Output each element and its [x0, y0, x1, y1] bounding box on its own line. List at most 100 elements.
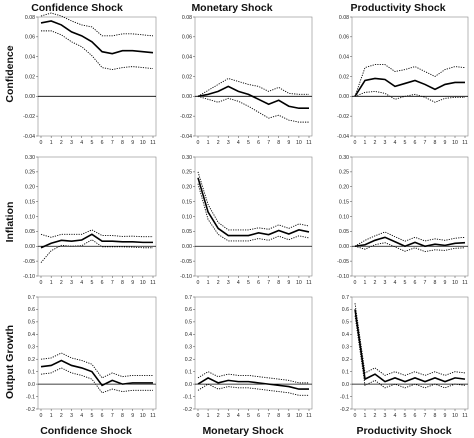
- x-tick-label: 2: [217, 413, 220, 419]
- x-tick-label: 9: [444, 140, 447, 146]
- y-tick-label: 0.6: [185, 307, 192, 313]
- y-tick-label: -0.1: [340, 394, 349, 400]
- x-tick-label: 11: [150, 280, 155, 286]
- panel-output-growth-productivity: -0.2 -0.1 0.0 0.1 0.2 0.3 0.4 0.5 0.6 0.7 0 1 2 3 4 5 6 7…: [340, 295, 469, 419]
- x-tick-label: 4: [237, 280, 240, 286]
- y-tick-label: 0.04: [182, 54, 192, 60]
- x-tick-label: 9: [287, 140, 290, 146]
- y-tick-label: 0.10: [182, 214, 192, 220]
- x-tick-label: 5: [90, 413, 93, 419]
- x-tick-label: 1: [364, 140, 367, 146]
- x-tick-label: 11: [462, 413, 467, 419]
- x-tick-label: 7: [111, 280, 114, 286]
- y-tick-label: 0.10: [25, 214, 35, 220]
- y-tick-label: 0.30: [25, 155, 35, 161]
- y-tick-label: -0.04: [180, 134, 192, 140]
- column-title-bottom-monetary: Monetary Shock: [202, 425, 283, 437]
- y-tick-label: -0.02: [180, 114, 192, 120]
- x-tick-label: 5: [247, 140, 250, 146]
- panel-confidence-productivity-lower-band: [354, 90, 465, 103]
- x-tick-label: 0: [354, 413, 357, 419]
- panel-confidence-monetary: -0.04 -0.02 0.00 0.02 0.04 0.06 0.08 0 1 2 3 4 5 6 7 8 9…: [180, 15, 313, 146]
- x-tick-label: 2: [374, 140, 377, 146]
- y-tick-label: 0.00: [182, 244, 192, 250]
- panel-output-growth-confidence-lower-band: [40, 367, 153, 394]
- x-tick-label: 0: [354, 140, 357, 146]
- x-tick-label: 10: [452, 413, 458, 419]
- y-tick-label: 0.1: [185, 369, 192, 375]
- x-tick-label: 0: [354, 280, 357, 286]
- y-tick-label: 0.08: [339, 15, 349, 21]
- y-tick-label: -0.2: [183, 407, 192, 413]
- y-tick-label: -0.02: [337, 114, 349, 120]
- y-tick-label: 0.20: [339, 185, 349, 191]
- y-tick-label: 0.08: [182, 15, 192, 21]
- y-tick-label: 0.0: [185, 382, 192, 388]
- panel-inflation-productivity-lower-band: [354, 242, 466, 253]
- panel-output-growth-confidence: -0.2 -0.1 0.0 0.1 0.2 0.3 0.4 0.5 0.6 0.7 0 1 2 3 4 5 6 7…: [26, 295, 157, 419]
- panel-inflation-confidence-lower-band: [40, 239, 153, 263]
- y-tick-label: 0.00: [25, 94, 35, 100]
- x-tick-label: 1: [207, 280, 210, 286]
- column-title-top-monetary: Monetary Shock: [191, 2, 272, 14]
- x-tick-label: 5: [90, 280, 93, 286]
- y-tick-label: 0.7: [28, 295, 35, 301]
- panel-output-growth-productivity-upper-band: [354, 303, 466, 376]
- x-tick-label: 11: [150, 413, 155, 419]
- y-tick-label: 0.0: [28, 382, 35, 388]
- y-tick-label: 0.00: [339, 94, 349, 100]
- x-tick-label: 0: [40, 280, 43, 286]
- x-tick-label: 2: [374, 413, 377, 419]
- x-tick-label: 6: [414, 140, 417, 146]
- y-tick-label: 0.04: [25, 54, 35, 60]
- x-tick-label: 2: [217, 140, 220, 146]
- x-tick-label: 3: [227, 413, 230, 419]
- x-tick-label: 9: [444, 413, 447, 419]
- panel-output-growth-productivity-lower-band: [354, 315, 466, 389]
- x-tick-label: 2: [217, 280, 220, 286]
- x-tick-label: 5: [404, 280, 407, 286]
- y-tick-label: 0.04: [339, 54, 349, 60]
- y-tick-label: -0.2: [340, 407, 349, 413]
- x-tick-label: 3: [70, 280, 73, 286]
- y-tick-label: 0.00: [182, 94, 192, 100]
- x-tick-label: 0: [197, 280, 200, 286]
- panel-inflation-confidence-frame: [37, 156, 157, 277]
- x-tick-label: 0: [197, 413, 200, 419]
- panel-inflation-confidence: -0.10 -0.05 0.00 0.05 0.10 0.15 0.20 0.25 0.30 0 1…: [23, 155, 157, 286]
- x-tick-label: 1: [364, 413, 367, 419]
- y-tick-label: -0.05: [23, 259, 35, 265]
- x-tick-label: 2: [60, 280, 63, 286]
- x-tick-label: 3: [70, 140, 73, 146]
- x-tick-label: 3: [384, 413, 387, 419]
- y-tick-label: 0.25: [25, 170, 35, 176]
- y-tick-label: 0.6: [342, 307, 349, 313]
- x-tick-label: 8: [434, 280, 437, 286]
- y-tick-label: 0.30: [339, 155, 349, 161]
- y-tick-label: 0.06: [25, 35, 35, 41]
- x-tick-label: 9: [131, 413, 134, 419]
- panel-confidence-productivity-upper-band: [354, 64, 466, 97]
- y-tick-label: 0.06: [339, 35, 349, 41]
- column-title-bottom-confidence: Confidence Shock: [40, 425, 132, 437]
- row-title-confidence: Confidence: [4, 45, 16, 102]
- x-tick-label: 10: [140, 413, 146, 419]
- x-tick-label: 6: [257, 413, 260, 419]
- y-tick-label: 0.02: [182, 74, 192, 80]
- x-tick-label: 1: [207, 140, 210, 146]
- x-tick-label: 10: [140, 280, 146, 286]
- panel-inflation-confidence-irf-line: [40, 233, 153, 249]
- x-tick-label: 8: [121, 280, 124, 286]
- y-tick-label: 0.3: [342, 345, 349, 351]
- panel-output-growth-monetary: -0.2 -0.1 0.0 0.1 0.2 0.3 0.4 0.5 0.6 0.7 0 1 2 3 4 5 6 7…: [183, 295, 313, 419]
- x-tick-label: 5: [404, 140, 407, 146]
- x-tick-label: 3: [227, 140, 230, 146]
- y-tick-label: 0.15: [25, 199, 35, 205]
- x-tick-label: 10: [296, 413, 302, 419]
- x-tick-label: 9: [287, 413, 290, 419]
- panel-confidence-productivity: -0.04 -0.02 0.00 0.02 0.04 0.06 0.08 0 1 2 3 4 5 6 7 8 9…: [337, 15, 469, 146]
- y-tick-label: -0.05: [337, 259, 349, 265]
- y-tick-label: 0.1: [28, 369, 35, 375]
- x-tick-label: 5: [247, 280, 250, 286]
- x-tick-label: 6: [101, 280, 104, 286]
